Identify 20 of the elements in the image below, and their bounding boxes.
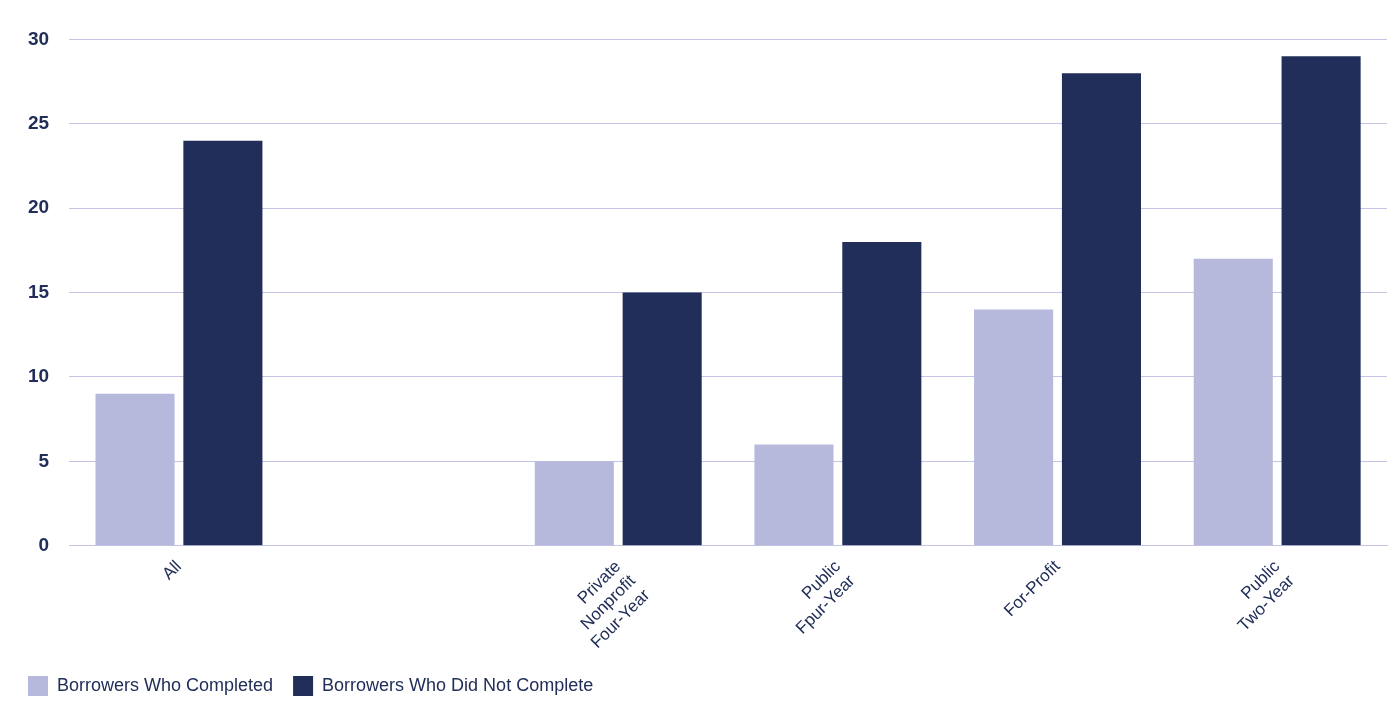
y-tick-label: 25 [27,112,50,134]
y-tick-label: 10 [27,365,50,387]
y-tick-label: 0 [38,533,50,555]
y-tick-label: 20 [27,196,50,218]
y-tick-label: 30 [27,27,50,49]
bar [754,444,834,546]
bar [183,140,263,546]
bar [974,309,1054,546]
bar [1281,56,1361,546]
bar [534,461,614,546]
legend-label: Borrowers Who Did Not Complete [322,674,594,695]
legend-label: Borrowers Who Completed [57,674,274,695]
bar [1193,258,1273,546]
bar [622,292,702,546]
bar [842,241,922,546]
bar [1061,73,1141,546]
y-tick-label: 15 [27,280,50,302]
bar [95,393,175,546]
x-tick-label: All [158,556,186,584]
y-tick-label: 5 [38,449,50,471]
